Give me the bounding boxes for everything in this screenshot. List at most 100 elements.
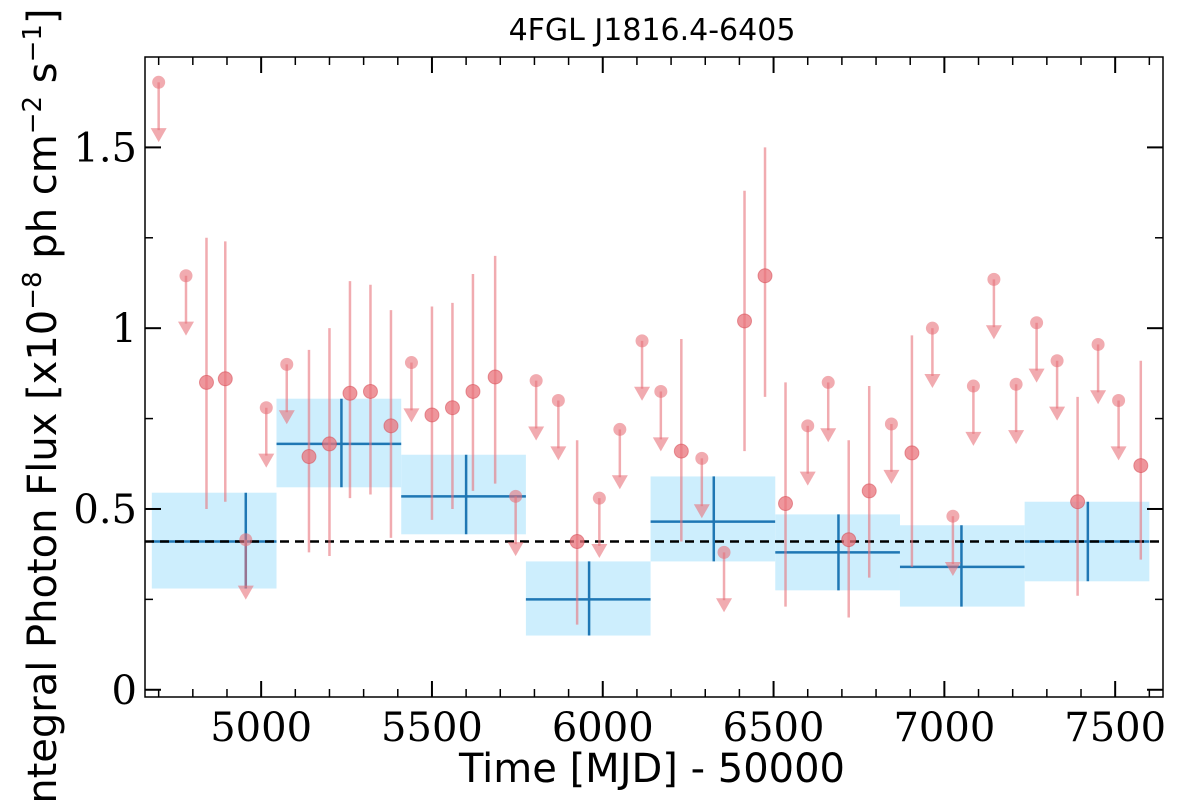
axes-layer: 5000 5500 6000 6500 7000 7500 0 0.5 1 1.5 xyxy=(73,56,1166,751)
y-axis-label-exp2: −2 xyxy=(18,96,48,134)
upper-limit-arrowhead xyxy=(507,542,524,557)
upper-limit-arrowhead xyxy=(634,386,651,401)
upper-limit-arrowhead xyxy=(1090,390,1107,405)
upper-limit-arrowhead xyxy=(611,475,628,490)
upper-limit-point xyxy=(509,489,523,503)
x-axis-label: Time [MJD] - 50000 xyxy=(458,746,845,792)
yearly-bins-layer xyxy=(151,398,1150,636)
upper-limit-point xyxy=(821,375,835,389)
upper-limit-arrowhead xyxy=(1008,430,1025,445)
y-axis-label-exp1: −8 xyxy=(18,271,48,309)
upper-limit-arrowhead xyxy=(693,504,710,519)
detection-point xyxy=(362,383,378,399)
upper-limit-arrowhead xyxy=(985,325,1002,340)
detection-point xyxy=(444,400,460,416)
upper-limit-arrowhead xyxy=(883,469,900,484)
upper-limit-arrowhead xyxy=(550,446,567,461)
x-tick-label: 7000 xyxy=(893,705,995,751)
upper-limits-layer xyxy=(150,75,1127,613)
y-axis-label-pre: Integral Photon Flux [x10 xyxy=(20,310,66,800)
y-tick-label: 1.5 xyxy=(73,125,137,171)
upper-limit-point xyxy=(280,357,294,371)
upper-limit-arrowhead xyxy=(258,453,275,468)
y-axis-label: Integral Photon Flux [x10−8 ph cm−2 s−1] xyxy=(18,8,66,800)
detection-point xyxy=(904,445,920,461)
detection-point xyxy=(673,443,689,459)
upper-limit-point xyxy=(635,334,649,348)
upper-limit-point xyxy=(239,533,253,547)
upper-limit-point xyxy=(529,374,543,388)
upper-limit-point xyxy=(987,272,1001,286)
detection-point xyxy=(301,449,317,465)
yearly-bin-box xyxy=(401,454,526,535)
upper-limit-arrowhead xyxy=(591,543,608,558)
upper-limit-point xyxy=(259,401,273,415)
detection-point xyxy=(737,313,753,329)
upper-limit-point xyxy=(1009,377,1023,391)
upper-limit-point xyxy=(925,321,939,335)
detection-point xyxy=(465,383,481,399)
upper-limit-point xyxy=(717,545,731,559)
detections-layer xyxy=(198,147,1149,625)
detection-point xyxy=(1070,494,1086,510)
upper-limit-point xyxy=(1091,337,1105,351)
chart-title: 4FGL J1816.4-6405 xyxy=(509,13,796,48)
x-tick-label: 5000 xyxy=(210,705,312,751)
upper-limit-arrowhead xyxy=(1028,368,1045,383)
upper-limit-point xyxy=(695,451,709,465)
upper-limit-point xyxy=(179,269,193,283)
upper-limit-point xyxy=(654,384,668,398)
upper-limit-arrowhead xyxy=(652,437,669,452)
upper-limit-arrowhead xyxy=(820,428,837,443)
y-tick-label: 1 xyxy=(112,306,137,352)
upper-limit-arrowhead xyxy=(924,374,941,389)
detection-point xyxy=(569,534,585,550)
upper-limit-arrowhead xyxy=(799,471,816,486)
upper-limit-point xyxy=(404,356,418,370)
upper-limit-arrowhead xyxy=(528,426,545,441)
upper-limit-point xyxy=(613,422,627,436)
detection-point xyxy=(217,371,233,387)
y-axis-label-post: ] xyxy=(20,8,66,24)
upper-limit-arrowhead xyxy=(237,585,254,600)
upper-limit-arrowhead xyxy=(150,128,167,143)
detection-point xyxy=(424,407,440,423)
detection-point xyxy=(1133,458,1149,474)
x-tick-label: 6500 xyxy=(723,705,825,751)
upper-limit-arrowhead xyxy=(1110,446,1127,461)
detection-point xyxy=(383,418,399,434)
upper-limit-point xyxy=(946,509,960,523)
upper-limit-arrowhead xyxy=(403,408,420,423)
upper-limit-arrowhead xyxy=(1049,406,1066,421)
upper-limit-arrowhead xyxy=(177,321,194,336)
detection-point xyxy=(841,532,857,548)
y-axis-label-exp3: −1 xyxy=(18,24,48,62)
upper-limit-point xyxy=(1030,316,1044,330)
x-tick-label: 5500 xyxy=(381,705,483,751)
upper-limit-point xyxy=(152,75,166,89)
y-axis-label-mid2: s xyxy=(20,62,66,96)
detection-point xyxy=(198,374,214,390)
upper-limit-arrowhead xyxy=(944,562,961,577)
upper-limit-point xyxy=(551,394,565,408)
upper-limit-point xyxy=(801,419,815,433)
upper-limit-arrowhead xyxy=(716,598,733,613)
detection-point xyxy=(778,496,794,512)
detection-point xyxy=(321,436,337,452)
upper-limit-point xyxy=(966,379,980,393)
detection-point xyxy=(861,483,877,499)
detection-point xyxy=(487,369,503,385)
x-tick-label: 7500 xyxy=(1064,705,1166,751)
x-tick-label: 6000 xyxy=(552,705,654,751)
upper-limit-point xyxy=(1050,354,1064,368)
upper-limit-point xyxy=(592,491,606,505)
upper-limit-point xyxy=(1112,394,1126,408)
y-axis-label-mid: ph cm xyxy=(20,134,66,271)
upper-limit-arrowhead xyxy=(278,410,295,425)
detection-point xyxy=(757,268,773,284)
y-tick-label: 0.5 xyxy=(73,487,137,533)
upper-limit-point xyxy=(884,417,898,431)
y-tick-label: 0 xyxy=(112,668,137,714)
labels-layer: 4FGL J1816.4-6405 Time [MJD] - 50000 Int… xyxy=(18,8,845,800)
